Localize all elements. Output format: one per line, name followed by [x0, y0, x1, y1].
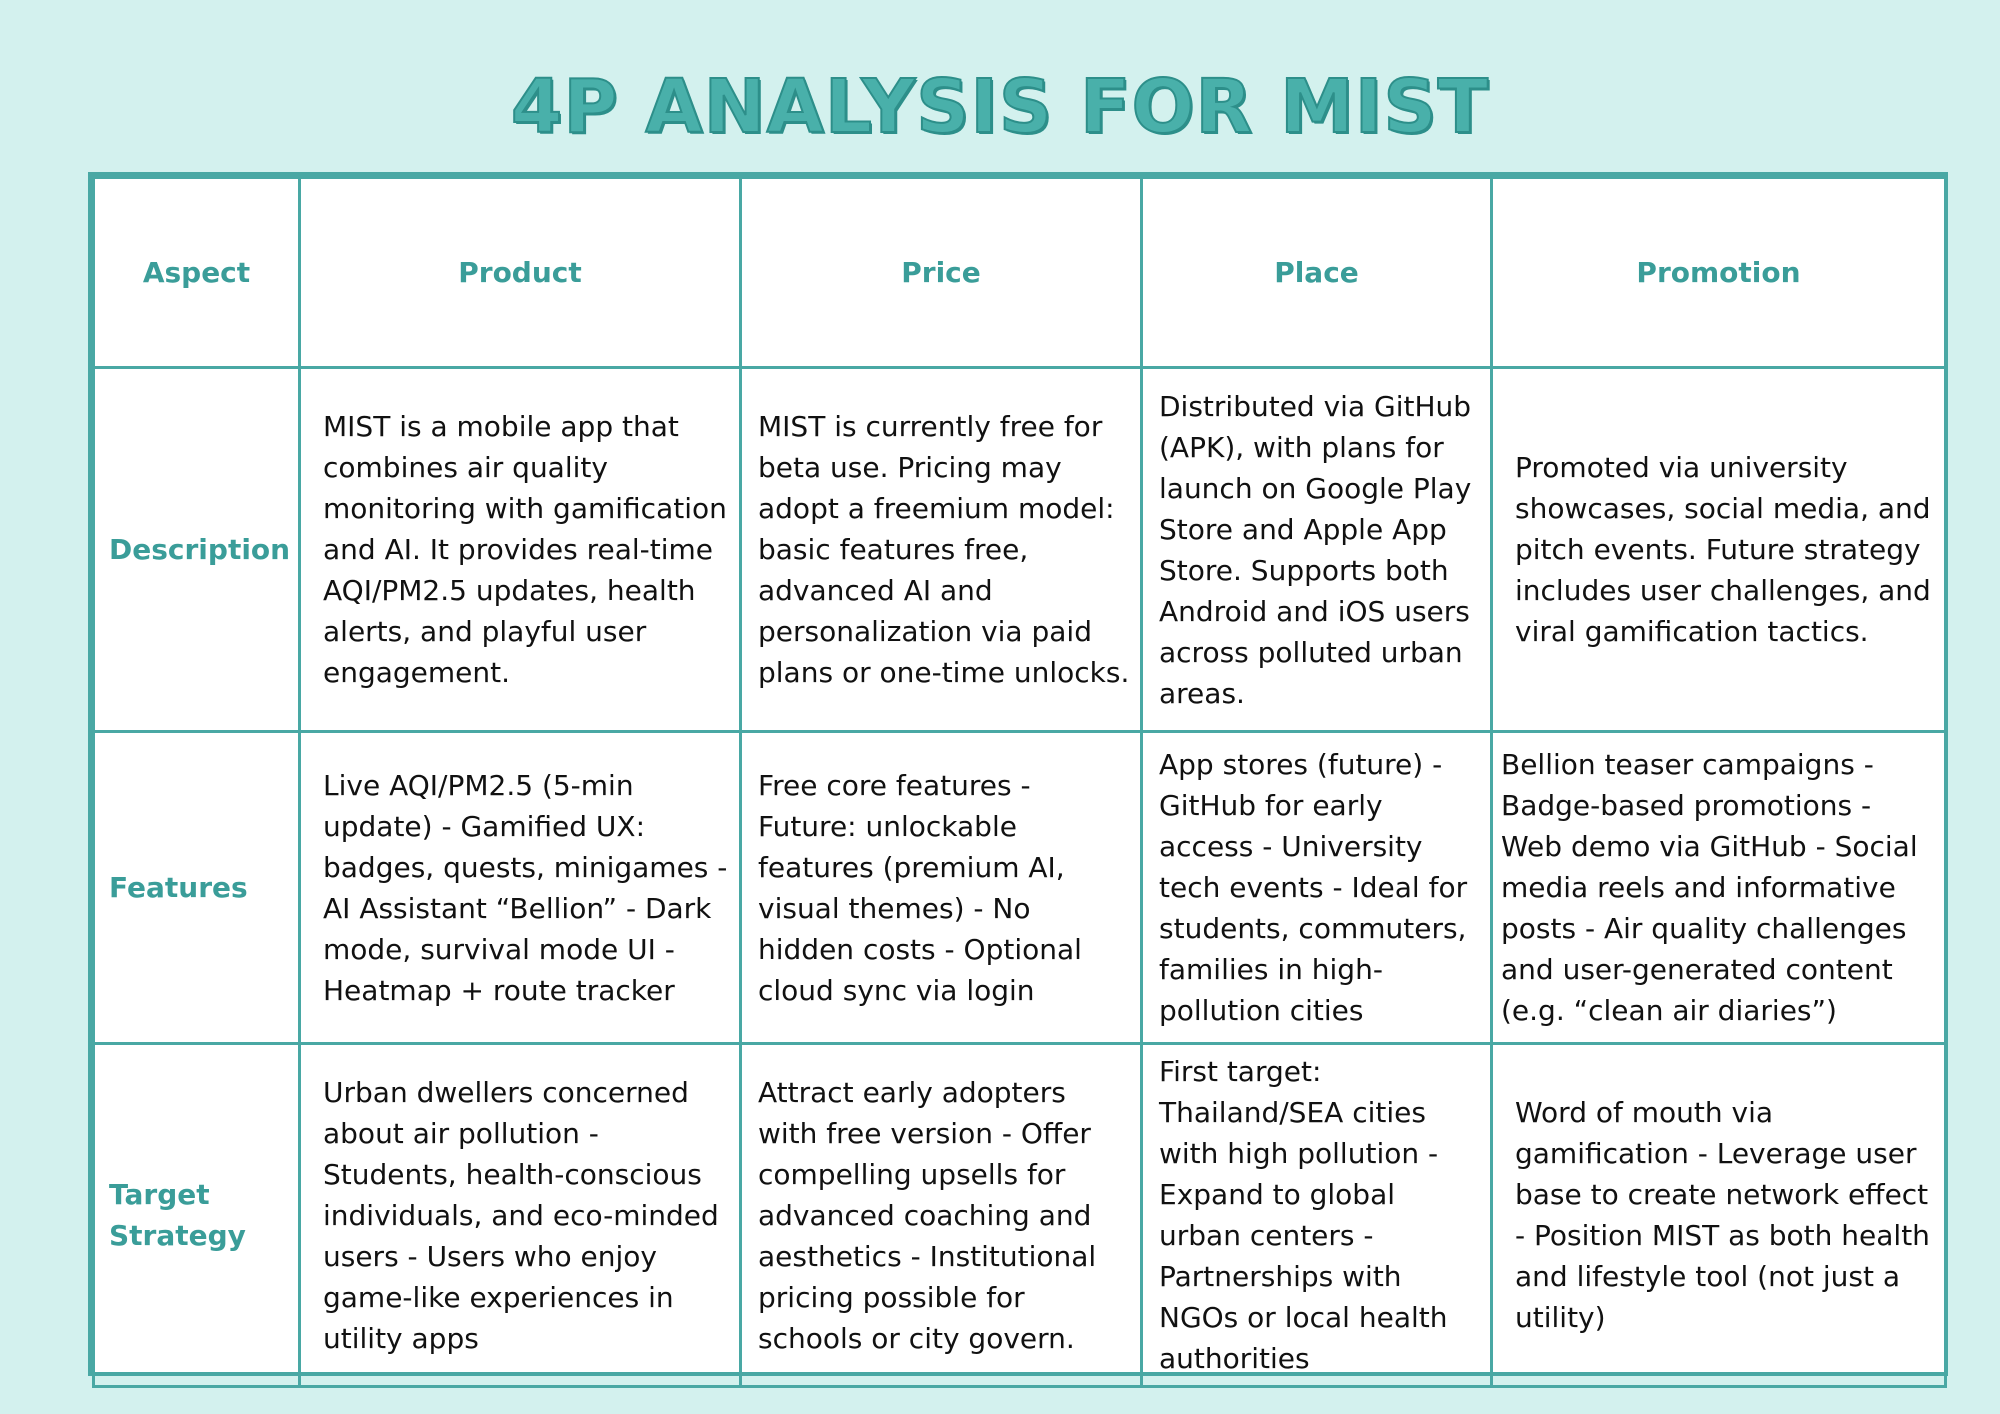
features-place-cell: App stores (future) - GitHub for early a… — [1140, 730, 1493, 1045]
description-price-cell: MIST is currently free for beta use. Pri… — [739, 366, 1143, 733]
features-promotion-cell: Bellion teaser campaigns - Badge-based p… — [1490, 730, 1947, 1045]
description-promotion-cell: Promoted via university showcases, socia… — [1490, 366, 1947, 733]
header-aspect: Aspect — [92, 176, 301, 369]
table-row-features: Features Live AQI/PM2.5 (5-min update) -… — [92, 730, 1947, 1045]
header-product: Product — [298, 176, 742, 369]
target-strategy-place-cell: First target: Thailand/SEA cities with h… — [1140, 1042, 1493, 1388]
header-place: Place — [1140, 176, 1493, 369]
description-product-cell: MIST is a mobile app that combines air q… — [298, 366, 742, 733]
row-label-features: Features — [92, 730, 301, 1045]
analysis-table: Aspect Product Price Place Promotion Des… — [88, 172, 1948, 1388]
target-strategy-promotion-cell: Word of mouth via gamification - Leverag… — [1490, 1042, 1947, 1388]
row-label-target-strategy: Target Strategy — [92, 1042, 301, 1388]
target-strategy-product-cell: Urban dwellers concerned about air pollu… — [298, 1042, 742, 1388]
table-row-description: Description MIST is a mobile app that co… — [92, 366, 1947, 733]
target-strategy-price-cell: Attract early adopters with free version… — [739, 1042, 1143, 1388]
page-title: 4P ANALYSIS FOR MIST — [510, 63, 1490, 151]
features-price-cell: Free core features - Future: unlockable … — [739, 730, 1143, 1045]
table-header-row: Aspect Product Price Place Promotion — [92, 176, 1947, 369]
description-place-cell: Distributed via GitHub (APK), with plans… — [1140, 366, 1493, 733]
header-promotion: Promotion — [1490, 176, 1947, 369]
row-label-description: Description — [92, 366, 301, 733]
features-product-cell: Live AQI/PM2.5 (5-min update) - Gamified… — [298, 730, 742, 1045]
table-row-target-strategy: Target Strategy Urban dwellers concerned… — [92, 1042, 1947, 1388]
header-price: Price — [739, 176, 1143, 369]
